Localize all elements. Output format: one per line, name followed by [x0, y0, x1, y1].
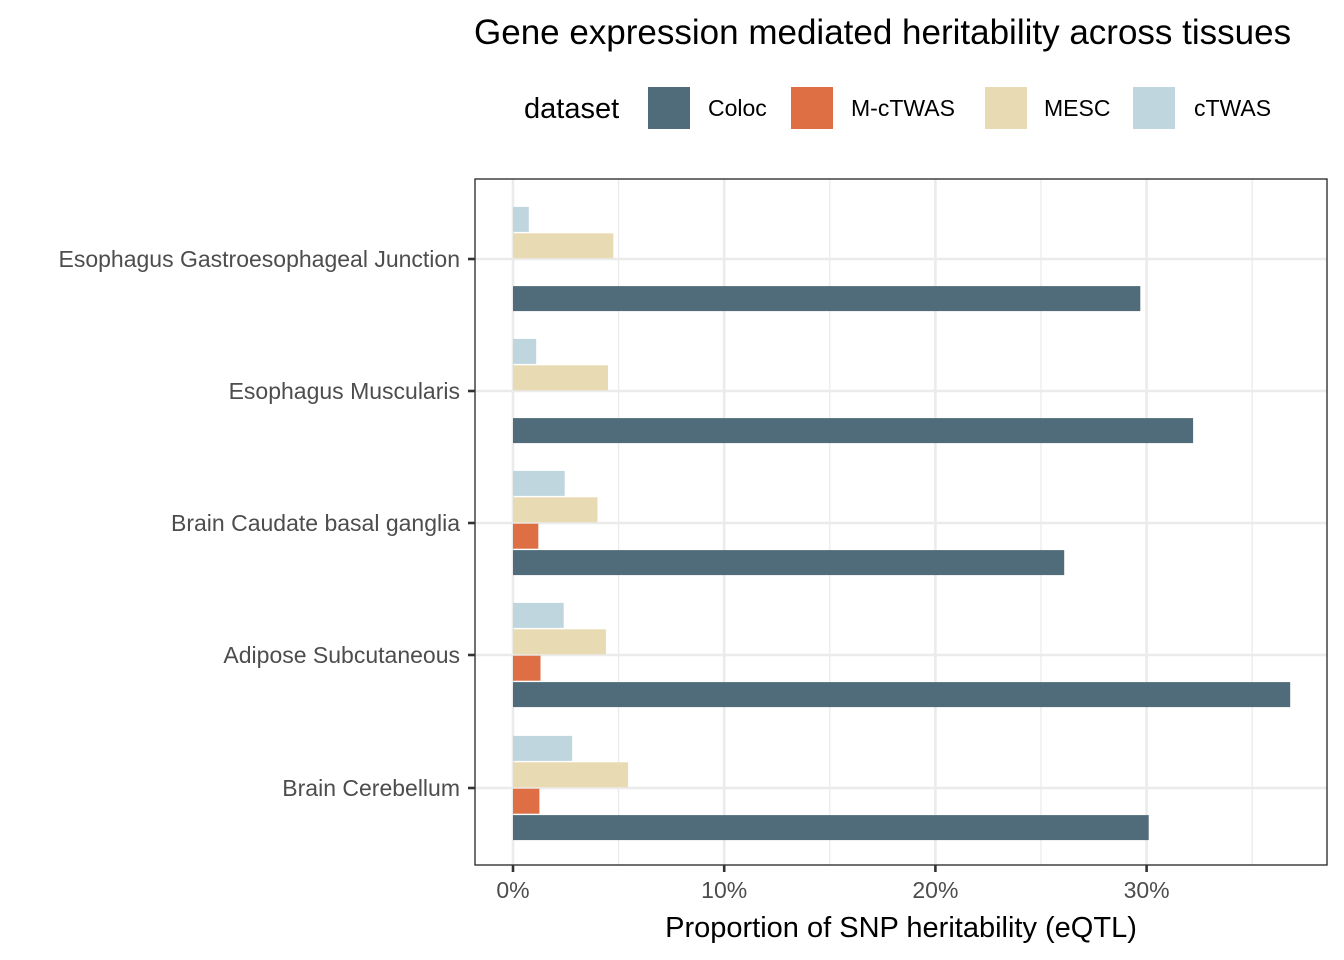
gridlines: [475, 179, 1327, 865]
legend-key-ctwas: [1133, 87, 1175, 129]
y-tick-label: Esophagus Gastroesophageal Junction: [58, 246, 460, 272]
bar-coloc: [513, 418, 1194, 444]
bar-ctwas: [513, 338, 537, 364]
legend-label-ctwas: cTWAS: [1194, 95, 1271, 121]
bar-coloc: [513, 682, 1291, 708]
bar-ctwas: [513, 735, 573, 761]
y-tick-label: Brain Caudate basal ganglia: [171, 510, 460, 536]
legend-label-m-ctwas: M-cTWAS: [851, 95, 955, 121]
chart-title: Gene expression mediated heritability ac…: [474, 13, 1291, 52]
bar-coloc: [513, 286, 1141, 312]
legend-title: dataset: [524, 93, 619, 125]
bar-mesc: [513, 365, 608, 391]
bar-m-ctwas: [513, 523, 539, 549]
legend-key-coloc: [648, 87, 690, 129]
bar-ctwas: [513, 206, 529, 232]
x-tick-label: 20%: [912, 877, 958, 903]
x-tick-label: 0%: [496, 877, 529, 903]
x-tick-label: 10%: [701, 877, 747, 903]
bar-m-ctwas: [513, 788, 540, 814]
bar-mesc: [513, 762, 629, 788]
bar-coloc: [513, 550, 1065, 576]
x-tick-label: 30%: [1124, 877, 1170, 903]
x-axis: 0% 10% 20% 30%: [496, 865, 1170, 903]
legend-label-mesc: MESC: [1044, 95, 1110, 121]
y-tick-label: Esophagus Muscularis: [229, 378, 460, 404]
y-axis: Esophagus Gastroesophageal Junction Esoph…: [58, 246, 475, 801]
bar-mesc: [513, 233, 614, 259]
bar-mesc: [513, 629, 606, 655]
legend-label-coloc: Coloc: [708, 95, 767, 121]
x-axis-label: Proportion of SNP heritability (eQTL): [665, 912, 1137, 944]
legend-key-mesc: [985, 87, 1027, 129]
bar-ctwas: [513, 470, 565, 496]
legend: dataset Coloc M-cTWAS MESC cTWAS: [524, 87, 1271, 129]
y-tick-label: Adipose Subcutaneous: [223, 642, 460, 668]
bar-m-ctwas: [513, 655, 541, 681]
bars: [513, 206, 1291, 841]
bar-ctwas: [513, 602, 564, 628]
y-tick-label: Brain Cerebellum: [282, 775, 460, 801]
legend-key-m-ctwas: [791, 87, 833, 129]
bar-coloc: [513, 815, 1149, 841]
bar-mesc: [513, 497, 598, 523]
